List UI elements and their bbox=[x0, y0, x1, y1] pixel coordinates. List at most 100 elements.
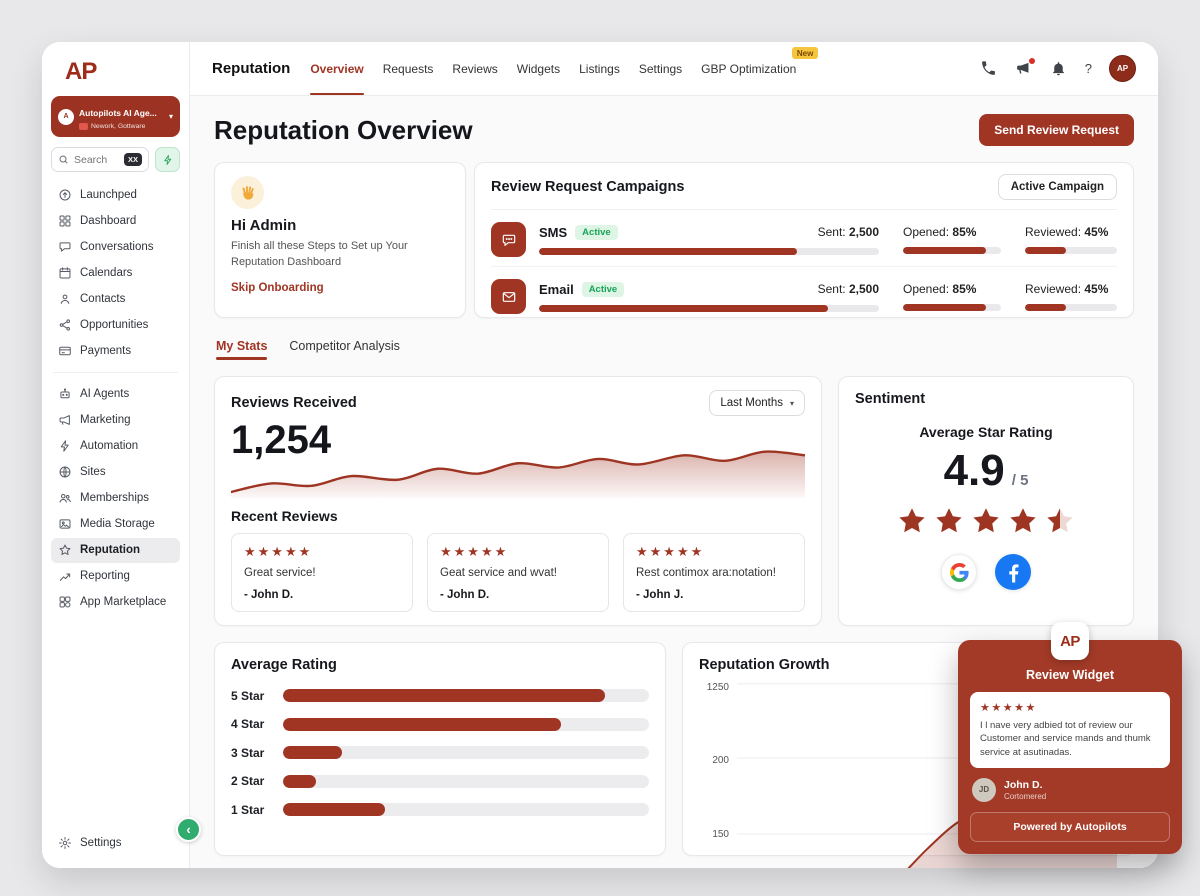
tab-widgets[interactable]: Widgets bbox=[516, 61, 561, 76]
app-window: AP A Autopilots AI Age... Nework, Gottwa… bbox=[42, 42, 1158, 868]
sidebar-item-label: Memberships bbox=[80, 492, 150, 504]
dashboard-icon bbox=[58, 214, 72, 228]
facebook-icon[interactable] bbox=[995, 554, 1031, 590]
powered-by-button[interactable]: Powered by Autopilots bbox=[970, 811, 1170, 842]
section-title: Reputation bbox=[212, 60, 291, 77]
account-badge-icon bbox=[79, 123, 88, 130]
reviewed-metric: Reviewed: 45% bbox=[1025, 281, 1109, 296]
review-card: ★★★★★ Great service! - John D. bbox=[231, 533, 413, 612]
search-shortcut-badge: XX bbox=[123, 153, 142, 166]
active-campaign-button[interactable]: Active Campaign bbox=[997, 174, 1117, 200]
credit-card-icon bbox=[58, 344, 72, 358]
rating-bar-fill bbox=[283, 803, 386, 816]
sidebar-item-launchpad[interactable]: Launchped bbox=[51, 183, 180, 208]
reviewer-role: Cortomered bbox=[1004, 791, 1047, 801]
tab-competitor-analysis[interactable]: Competitor Analysis bbox=[289, 338, 400, 353]
new-badge: New bbox=[791, 47, 819, 59]
sent-progress-fill bbox=[539, 304, 828, 312]
review-card: ★★★★★ Rest contimox ara:notation! - John… bbox=[623, 533, 805, 612]
sidebar-item-marketing[interactable]: Marketing bbox=[51, 408, 180, 433]
sidebar-item-payments[interactable]: Payments bbox=[51, 339, 180, 364]
sidebar-item-media-storage[interactable]: Media Storage bbox=[51, 512, 180, 537]
phone-icon[interactable] bbox=[980, 60, 998, 78]
rating-bar-row: 2 Star bbox=[231, 774, 649, 788]
sidebar-item-ai-agents[interactable]: AI Agents bbox=[51, 382, 180, 407]
bell-icon[interactable] bbox=[1050, 60, 1068, 78]
quick-actions-button[interactable] bbox=[155, 147, 180, 172]
tab-my-stats[interactable]: My Stats bbox=[216, 339, 268, 360]
announcements-icon[interactable] bbox=[1015, 57, 1035, 78]
sidebar-nav: Launchped Dashboard Conversations Calend… bbox=[51, 182, 180, 615]
tab-overview[interactable]: Overview bbox=[310, 42, 365, 95]
review-text: Rest contimox ara:notation! bbox=[636, 567, 776, 580]
skip-onboarding-link[interactable]: Skip Onboarding bbox=[231, 281, 324, 294]
status-badge: Active bbox=[581, 281, 625, 297]
search-input[interactable] bbox=[74, 153, 119, 166]
search-box[interactable]: XX bbox=[51, 147, 149, 172]
sidebar-collapse-button[interactable]: ‹ bbox=[176, 817, 201, 842]
sidebar-item-opportunities[interactable]: Opportunities bbox=[51, 313, 180, 338]
sidebar-item-settings[interactable]: Settings bbox=[51, 831, 180, 856]
review-card: ★★★★★ Geat service and wvat! - John D. bbox=[427, 533, 609, 612]
wave-hand-icon bbox=[231, 176, 264, 209]
star-icon bbox=[899, 508, 925, 533]
rating-value: 4.9 bbox=[943, 446, 1005, 495]
tab-listings[interactable]: Listings bbox=[579, 61, 620, 76]
users-icon bbox=[58, 491, 72, 505]
topbar: Reputation Overview Requests Reviews Wid… bbox=[190, 42, 1158, 96]
rating-denominator: / 5 bbox=[1011, 472, 1029, 489]
send-review-request-button[interactable]: Send Review Request bbox=[979, 114, 1134, 146]
tab-requests[interactable]: Requests bbox=[382, 61, 434, 76]
trend-icon bbox=[58, 569, 72, 583]
sidebar-item-reporting[interactable]: Reporting bbox=[51, 564, 180, 589]
sidebar-item-automation[interactable]: Automation bbox=[51, 434, 180, 459]
sidebar-item-reputation[interactable]: Reputation bbox=[51, 537, 180, 563]
star-rating: ★★★★★ bbox=[980, 702, 1037, 714]
rating-bar-row: 1 Star bbox=[231, 803, 649, 817]
campaigns-card: Review Request Campaigns Active Campaign… bbox=[474, 162, 1134, 318]
sidebar-item-memberships[interactable]: Memberships bbox=[51, 486, 180, 511]
star-icon bbox=[973, 508, 999, 533]
tab-settings[interactable]: Settings bbox=[638, 61, 683, 76]
tab-reviews[interactable]: Reviews bbox=[452, 61, 498, 76]
sidebar-item-dashboard[interactable]: Dashboard bbox=[51, 209, 180, 234]
star-icon bbox=[58, 543, 72, 557]
sidebar-item-app-marketplace[interactable]: App Marketplace bbox=[51, 590, 180, 615]
sidebar-item-label: Reporting bbox=[80, 570, 130, 582]
rating-bar-label: 2 Star bbox=[231, 774, 265, 788]
widget-review-card: ★★★★★ I l nave very adbied tot of review… bbox=[970, 692, 1170, 768]
sidebar-item-contacts[interactable]: Contacts bbox=[51, 287, 180, 312]
reputation-growth-title: Reputation Growth bbox=[699, 657, 830, 673]
date-range-dropdown[interactable]: Last Months ▾ bbox=[709, 390, 805, 416]
sent-progress-track bbox=[539, 304, 879, 312]
rating-bar-label: 1 Star bbox=[231, 802, 265, 817]
campaign-row-sms: SMS Active Sent: 2,500 Opened: 85% bbox=[491, 210, 1117, 266]
megaphone-icon bbox=[58, 413, 72, 427]
tab-gbp-optimization[interactable]: GBP Optimization New bbox=[701, 42, 819, 95]
notification-dot bbox=[1028, 57, 1035, 64]
sidebar-item-label: Marketing bbox=[80, 414, 131, 426]
sidebar: AP A Autopilots AI Age... Nework, Gottwa… bbox=[42, 42, 201, 868]
help-icon[interactable]: ? bbox=[1084, 61, 1092, 76]
rating-bar-track bbox=[283, 689, 649, 702]
campaign-row-email: Email Active Sent: 2,500 Opened: 85% bbox=[491, 266, 1117, 323]
chevron-left-icon: ‹ bbox=[186, 822, 191, 837]
sidebar-item-calendars[interactable]: Calendars bbox=[51, 261, 180, 286]
reviewed-progress-fill bbox=[1025, 303, 1067, 311]
y-axis-labels: 1250 200 150 100 50 0 bbox=[706, 682, 729, 840]
launchpad-icon bbox=[58, 188, 72, 202]
sidebar-item-label: Settings bbox=[80, 837, 122, 849]
sidebar-item-conversations[interactable]: Conversations bbox=[51, 235, 180, 260]
sidebar-item-sites[interactable]: Sites bbox=[51, 460, 180, 485]
average-rating-title: Average Rating bbox=[231, 657, 337, 673]
rating-bar-label: 4 Star bbox=[231, 717, 265, 731]
sidebar-item-label: Opportunities bbox=[80, 319, 149, 331]
sidebar-item-label: Launchped bbox=[80, 189, 137, 201]
image-icon bbox=[58, 517, 72, 531]
review-widget-preview: AP Review Widget ★★★★★ I l nave very adb… bbox=[958, 622, 1182, 854]
google-icon[interactable] bbox=[941, 554, 977, 590]
account-switcher[interactable]: A Autopilots AI Age... Nework, Gottware … bbox=[51, 96, 180, 137]
opened-metric: Opened: 85% bbox=[903, 281, 977, 296]
sentiment-card: Sentiment Average Star Rating 4.9 / 5 bbox=[838, 376, 1134, 626]
avatar[interactable]: AP bbox=[1109, 55, 1136, 82]
